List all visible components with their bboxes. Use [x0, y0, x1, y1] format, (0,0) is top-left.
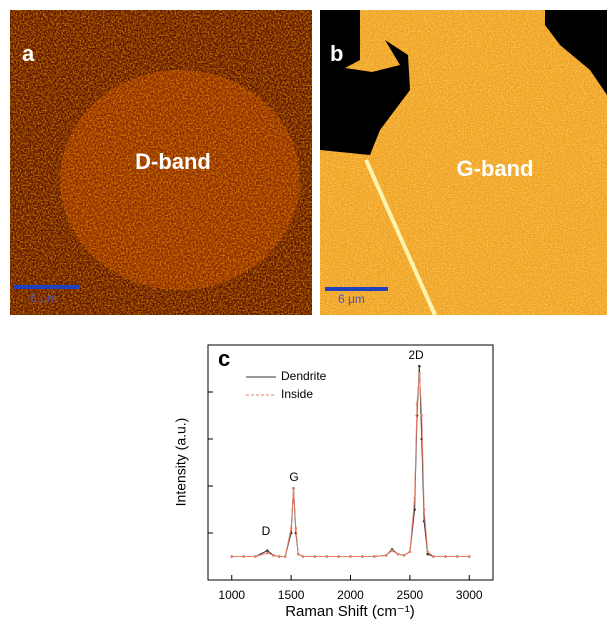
legend-label: Dendrite — [281, 369, 327, 383]
y-axis-label: Intensity (a.u.) — [173, 418, 189, 507]
data-point — [373, 555, 376, 558]
data-point — [284, 555, 287, 558]
data-point — [409, 551, 412, 554]
data-point — [337, 555, 340, 558]
x-tick-label: 2000 — [337, 588, 364, 602]
data-point — [361, 555, 364, 558]
x-tick-label: 1500 — [278, 588, 305, 602]
data-point — [418, 372, 421, 375]
data-point — [266, 549, 269, 552]
data-point — [349, 555, 352, 558]
data-point — [403, 554, 406, 557]
figure: a D-band 6 μm b G-band 6 μm c Raman Shif… — [0, 0, 614, 622]
data-point — [254, 555, 257, 558]
panel-label: b — [330, 41, 343, 66]
scale-label: 6 μm — [30, 291, 57, 305]
data-point — [391, 549, 394, 552]
x-tick-label: 2500 — [397, 588, 424, 602]
peak-label: D — [262, 524, 271, 538]
data-point — [295, 527, 298, 530]
panel-b: b G-band 6 μm — [320, 10, 607, 315]
x-axis-label: Raman Shift (cm⁻¹) — [285, 603, 415, 620]
data-point — [297, 553, 300, 556]
data-point — [292, 487, 295, 490]
band-label: D-band — [135, 149, 211, 174]
data-point — [444, 555, 447, 558]
data-point — [426, 551, 429, 554]
data-point — [325, 555, 328, 558]
peak-label: 2D — [408, 348, 424, 362]
data-point — [432, 555, 435, 558]
data-point — [420, 414, 423, 417]
panel-a: a D-band 6 μm — [10, 10, 312, 315]
chart-title: c — [218, 346, 230, 371]
data-point — [242, 555, 245, 558]
data-point — [230, 555, 233, 558]
data-point — [278, 555, 281, 558]
data-point — [418, 365, 421, 368]
data-point — [266, 552, 269, 555]
data-point — [302, 555, 305, 558]
legend-label: Inside — [281, 387, 313, 401]
data-point — [397, 553, 400, 556]
panel-label: a — [22, 41, 35, 66]
data-point — [468, 555, 471, 558]
data-point — [385, 554, 388, 557]
x-tick-label: 3000 — [456, 588, 483, 602]
data-point — [413, 496, 416, 499]
band-label: G-band — [457, 156, 534, 181]
data-point — [290, 527, 293, 530]
data-point — [426, 553, 429, 556]
scale-label: 6 μm — [338, 292, 365, 306]
page: a D-band 6 μm b G-band 6 μm c Raman Shif… — [0, 0, 614, 622]
data-point — [314, 555, 317, 558]
data-point — [423, 508, 426, 511]
data-point — [456, 555, 459, 558]
plot-frame — [208, 345, 493, 580]
data-point — [272, 554, 275, 557]
chart: c Raman Shift (cm⁻¹) Intensity (a.u.) 10… — [173, 345, 493, 620]
peak-label: G — [289, 470, 298, 484]
x-tick-label: 1000 — [218, 588, 245, 602]
data-point — [416, 402, 419, 405]
